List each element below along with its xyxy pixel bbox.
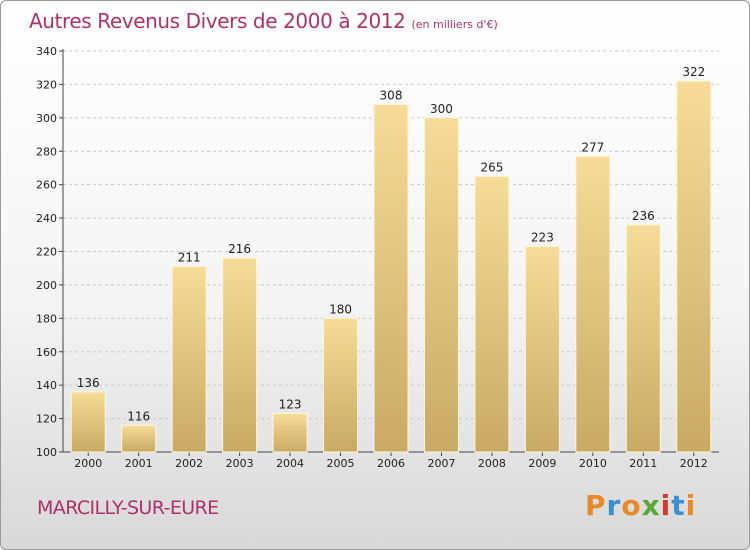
logo-letter: t — [671, 489, 686, 522]
y-tick-label: 220 — [36, 246, 57, 259]
x-tick-label-2011: 2011 — [629, 457, 657, 470]
bar-2001 — [121, 424, 157, 453]
axes: 100 120 140 160 180 200 220 240 260 280 300 320 340 2… — [36, 45, 719, 470]
bar-value-label-2006: 308 — [380, 88, 403, 102]
bar-value-label-2004: 123 — [279, 398, 302, 412]
bar-value-label-2005: 180 — [329, 302, 352, 316]
bar-2009 — [524, 245, 560, 453]
bar-2011 — [625, 224, 661, 453]
bar-2004 — [272, 413, 308, 453]
x-tick-label-2006: 2006 — [377, 457, 405, 470]
y-tick-label: 280 — [36, 145, 57, 158]
logo-letter: i — [660, 489, 672, 522]
bar-value-label-2009: 223 — [531, 230, 554, 244]
bar-value-label-2012: 322 — [682, 65, 705, 79]
bar-2010 — [575, 155, 611, 453]
y-tick-label: 320 — [36, 78, 57, 91]
chart-title: Autres Revenus Divers de 2000 à 2012 (en … — [29, 9, 498, 33]
x-tick-label-2001: 2001 — [125, 457, 153, 470]
bar-2012 — [676, 80, 712, 453]
logo-letter: P — [585, 489, 607, 522]
bar-labels: 136 116 211 216 123 180 308 300 265 223 277 236 322 — [77, 65, 705, 423]
y-tick-label: 120 — [36, 413, 57, 426]
bar-value-label-2007: 300 — [430, 102, 453, 116]
bar-2007 — [423, 117, 459, 453]
y-tick-label: 240 — [36, 212, 57, 225]
x-tick-label-2010: 2010 — [579, 457, 607, 470]
y-tick-label: 300 — [36, 112, 57, 125]
bar-2002 — [171, 266, 207, 453]
bar-2000 — [70, 391, 106, 453]
x-tick-label-2012: 2012 — [680, 457, 708, 470]
y-tick-label: 200 — [36, 279, 57, 292]
bar-value-label-2010: 277 — [581, 140, 604, 154]
y-tick-label: 180 — [36, 312, 57, 325]
bars — [70, 80, 712, 453]
bar-value-label-2002: 211 — [178, 251, 201, 265]
proxiti-logo[interactable]: Proxiti — [585, 489, 696, 522]
bar-2008 — [474, 175, 510, 453]
bar-2006 — [373, 103, 409, 453]
logo-letter: x — [641, 489, 661, 522]
bar-2005 — [323, 317, 359, 453]
bar-2003 — [222, 257, 258, 453]
x-tick-label-2002: 2002 — [175, 457, 203, 470]
logo-letter: i — [685, 489, 697, 522]
x-tick-label-2008: 2008 — [478, 457, 506, 470]
y-tick-label: 340 — [36, 45, 57, 58]
y-tick-label: 260 — [36, 179, 57, 192]
place-name: MARCILLY-SUR-EURE — [37, 497, 219, 519]
chart-title-text: Autres Revenus Divers de 2000 à 2012 — [29, 9, 406, 33]
x-tick-label-2004: 2004 — [276, 457, 304, 470]
logo-letter: r — [606, 489, 622, 522]
x-tick-label-2005: 2005 — [327, 457, 355, 470]
x-tick-label-2009: 2009 — [528, 457, 556, 470]
bar-value-label-2008: 265 — [480, 160, 503, 174]
x-tick-label-2003: 2003 — [226, 457, 254, 470]
bar-value-label-2000: 136 — [77, 376, 100, 390]
x-tick-label-2000: 2000 — [74, 457, 102, 470]
bar-value-label-2011: 236 — [632, 209, 655, 223]
bar-value-label-2001: 116 — [127, 409, 150, 423]
x-tick-label-2007: 2007 — [427, 457, 455, 470]
y-tick-label: 100 — [36, 446, 57, 459]
logo-letter: o — [621, 489, 642, 522]
y-tick-label: 160 — [36, 346, 57, 359]
bar-value-label-2003: 216 — [228, 242, 251, 256]
y-tick-label: 140 — [36, 379, 57, 392]
chart-subtitle: (en milliers d'€) — [411, 18, 498, 31]
